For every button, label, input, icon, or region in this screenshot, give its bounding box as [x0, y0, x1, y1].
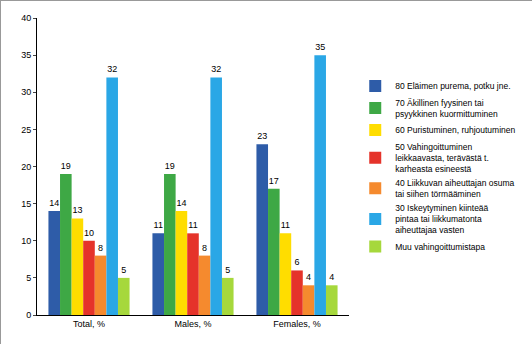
svg-text:5: 5 — [121, 265, 126, 275]
svg-text:11: 11 — [154, 220, 163, 230]
svg-text:5: 5 — [26, 273, 31, 283]
svg-text:19: 19 — [61, 161, 71, 171]
svg-text:0: 0 — [26, 310, 31, 320]
svg-text:60 Puristuminen, ruhjoutuminen: 60 Puristuminen, ruhjoutuminen — [395, 125, 515, 135]
svg-text:25: 25 — [21, 125, 31, 135]
svg-text:14: 14 — [176, 198, 186, 208]
svg-text:30: 30 — [21, 87, 31, 97]
svg-text:40: 40 — [21, 13, 31, 23]
svg-text:8: 8 — [202, 243, 207, 253]
svg-text:4: 4 — [329, 272, 334, 282]
svg-text:35: 35 — [21, 50, 31, 60]
svg-text:40 Liikkuvan aiheuttajan osuma: 40 Liikkuvan aiheuttajan osumatai siihen… — [395, 178, 514, 199]
svg-text:6: 6 — [294, 257, 299, 267]
svg-text:Females, %: Females, % — [273, 319, 321, 329]
svg-text:11: 11 — [281, 220, 290, 230]
svg-text:Males, %: Males, % — [174, 319, 211, 329]
svg-text:10: 10 — [84, 228, 94, 238]
svg-text:70 Äkillinen fyysinen taipsyyk: 70 Äkillinen fyysinen taipsyykkinen kuor… — [395, 98, 498, 119]
svg-text:Total, %: Total, % — [73, 319, 105, 329]
svg-text:4: 4 — [306, 272, 311, 282]
svg-text:32: 32 — [107, 64, 117, 74]
svg-text:17: 17 — [269, 176, 279, 186]
svg-text:14: 14 — [49, 198, 59, 208]
svg-text:20: 20 — [21, 162, 31, 172]
svg-text:11: 11 — [188, 220, 197, 230]
svg-text:19: 19 — [165, 161, 175, 171]
svg-text:35: 35 — [315, 42, 325, 52]
svg-text:10: 10 — [21, 236, 31, 246]
svg-text:23: 23 — [257, 131, 267, 141]
svg-text:32: 32 — [211, 64, 221, 74]
svg-text:50 Vahingoittuminenleikkaavast: 50 Vahingoittuminenleikkaavasta, teräväs… — [395, 142, 489, 174]
svg-text:30 Iskeytyminen kiinteääpintaa: 30 Iskeytyminen kiinteääpintaa tai liikk… — [395, 203, 488, 235]
svg-text:8: 8 — [98, 243, 103, 253]
svg-text:80 Eläimen purema, potku jne.: 80 Eläimen purema, potku jne. — [395, 81, 510, 91]
svg-text:15: 15 — [21, 199, 31, 209]
svg-text:5: 5 — [225, 265, 230, 275]
svg-text:13: 13 — [72, 205, 82, 215]
svg-text:Muu vahingoittumistapa: Muu vahingoittumistapa — [395, 242, 485, 252]
